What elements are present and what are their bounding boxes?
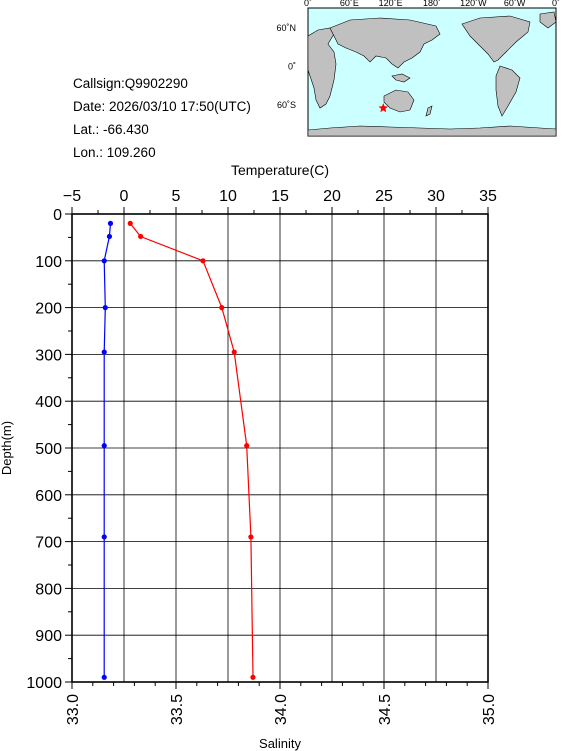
map-top-tick-label: 60˚E — [340, 0, 359, 8]
temperature-tick-label: 30 — [427, 188, 445, 205]
map-land — [307, 11, 557, 137]
temperature-point — [107, 220, 114, 226]
land-asia — [329, 17, 441, 69]
star-icon — [378, 103, 388, 113]
map-left-tick-label: 60˚S — [277, 100, 296, 110]
temperature-tick-label: 10 — [219, 188, 237, 205]
temperature-point — [101, 349, 107, 355]
temperature-tick-label: 20 — [323, 188, 341, 205]
temperature-tick-label: −5 — [63, 188, 81, 205]
depth-tick-label: 200 — [35, 301, 62, 318]
temperature-axis: −5 0 5 10 15 20 25 30 35 — [63, 188, 497, 214]
land-new-zealand — [425, 105, 433, 117]
land-australia — [383, 89, 415, 113]
location-star-marker — [378, 103, 388, 113]
salinity-point — [250, 674, 256, 680]
depth-tick-label: 400 — [35, 394, 62, 411]
land-south-america — [495, 65, 521, 117]
map-top-tick-label: 60˚W — [504, 0, 526, 8]
land-north-america — [461, 15, 531, 63]
depth-axis: 0 100 200 300 400 500 600 700 800 900 1000 — [26, 207, 72, 692]
salinity-point — [127, 220, 133, 226]
salinity-axis: 33.0 33.5 34.0 34.5 35.0 — [65, 682, 498, 725]
map-top-tick-label: 120˚W — [460, 0, 487, 8]
depth-axis-label: Depth(m) — [0, 421, 14, 475]
callsign-text: Callsign:Q9902290 — [73, 76, 188, 91]
depth-tick-label: 300 — [35, 347, 62, 364]
temperature-point — [101, 258, 107, 264]
chart-series — [101, 220, 256, 680]
salinity-point — [231, 349, 237, 355]
map-left-ticks: 60˚N 0˚ 60˚S — [276, 23, 296, 110]
salinity-series — [127, 220, 256, 680]
chart-grid — [72, 214, 488, 682]
map-top-tick-label: 0˚ — [304, 0, 312, 8]
temperature-point — [102, 305, 108, 311]
depth-tick-label: 900 — [35, 628, 62, 645]
map-top-tick-label: 120˚E — [379, 0, 403, 8]
salinity-point — [244, 443, 250, 449]
land-indonesia — [391, 73, 411, 83]
salinity-point — [138, 233, 144, 240]
temperature-point — [101, 534, 107, 540]
longitude-text: Lon.: 109.260 — [73, 145, 156, 160]
temperature-tick-label: 15 — [271, 188, 289, 205]
salinity-point — [248, 534, 254, 540]
temperature-line — [103, 223, 112, 678]
depth-tick-label: 500 — [35, 441, 62, 458]
date-text: Date: 2026/03/10 17:50(UTC) — [73, 99, 251, 114]
salinity-line — [129, 223, 254, 678]
salinity-tick-label: 35.0 — [481, 694, 498, 725]
latitude-text: Lat.: -66.430 — [73, 122, 149, 137]
location-map: 0˚ 60˚E 120˚E 180˚ 120˚W 60˚W 0˚ 60˚N 0˚ 60˚S — [276, 0, 560, 137]
salinity-tick-label: 33.5 — [169, 694, 186, 725]
map-left-tick-label: 0˚ — [288, 62, 296, 72]
depth-tick-label: 700 — [35, 535, 62, 552]
profile-info: Callsign:Q9902290 Date: 2026/03/10 17:50… — [73, 72, 251, 164]
land-antarctica — [307, 125, 557, 137]
temperature-tick-label: 0 — [120, 188, 129, 205]
temperature-point — [101, 443, 107, 449]
temperature-point — [101, 674, 107, 680]
map-left-tick-label: 60˚N — [276, 23, 296, 33]
salinity-point — [219, 305, 225, 311]
temperature-tick-label: 25 — [375, 188, 393, 205]
temperature-tick-label: 5 — [172, 188, 181, 205]
temperature-tick-label: 35 — [479, 188, 497, 205]
map-top-ticks: 0˚ 60˚E 120˚E 180˚ 120˚W 60˚W 0˚ — [304, 0, 560, 8]
salinity-axis-label: Salinity — [259, 736, 301, 751]
salinity-tick-label: 34.5 — [377, 694, 394, 725]
temperature-series — [101, 220, 114, 680]
salinity-tick-label: 34.0 — [273, 694, 290, 725]
depth-tick-label: 600 — [35, 488, 62, 505]
land-greenland — [539, 11, 557, 29]
map-top-tick-label: 0˚ — [552, 0, 560, 8]
temperature-point — [106, 233, 113, 240]
map-top-tick-label: 180˚ — [423, 0, 441, 8]
depth-tick-label: 100 — [35, 254, 62, 271]
salinity-point — [200, 258, 206, 264]
temperature-axis-label: Temperature(C) — [231, 162, 329, 178]
depth-tick-label: 800 — [35, 581, 62, 598]
depth-tick-label: 0 — [53, 207, 62, 224]
depth-tick-label: 1000 — [26, 675, 62, 692]
salinity-tick-label: 33.0 — [65, 694, 82, 725]
